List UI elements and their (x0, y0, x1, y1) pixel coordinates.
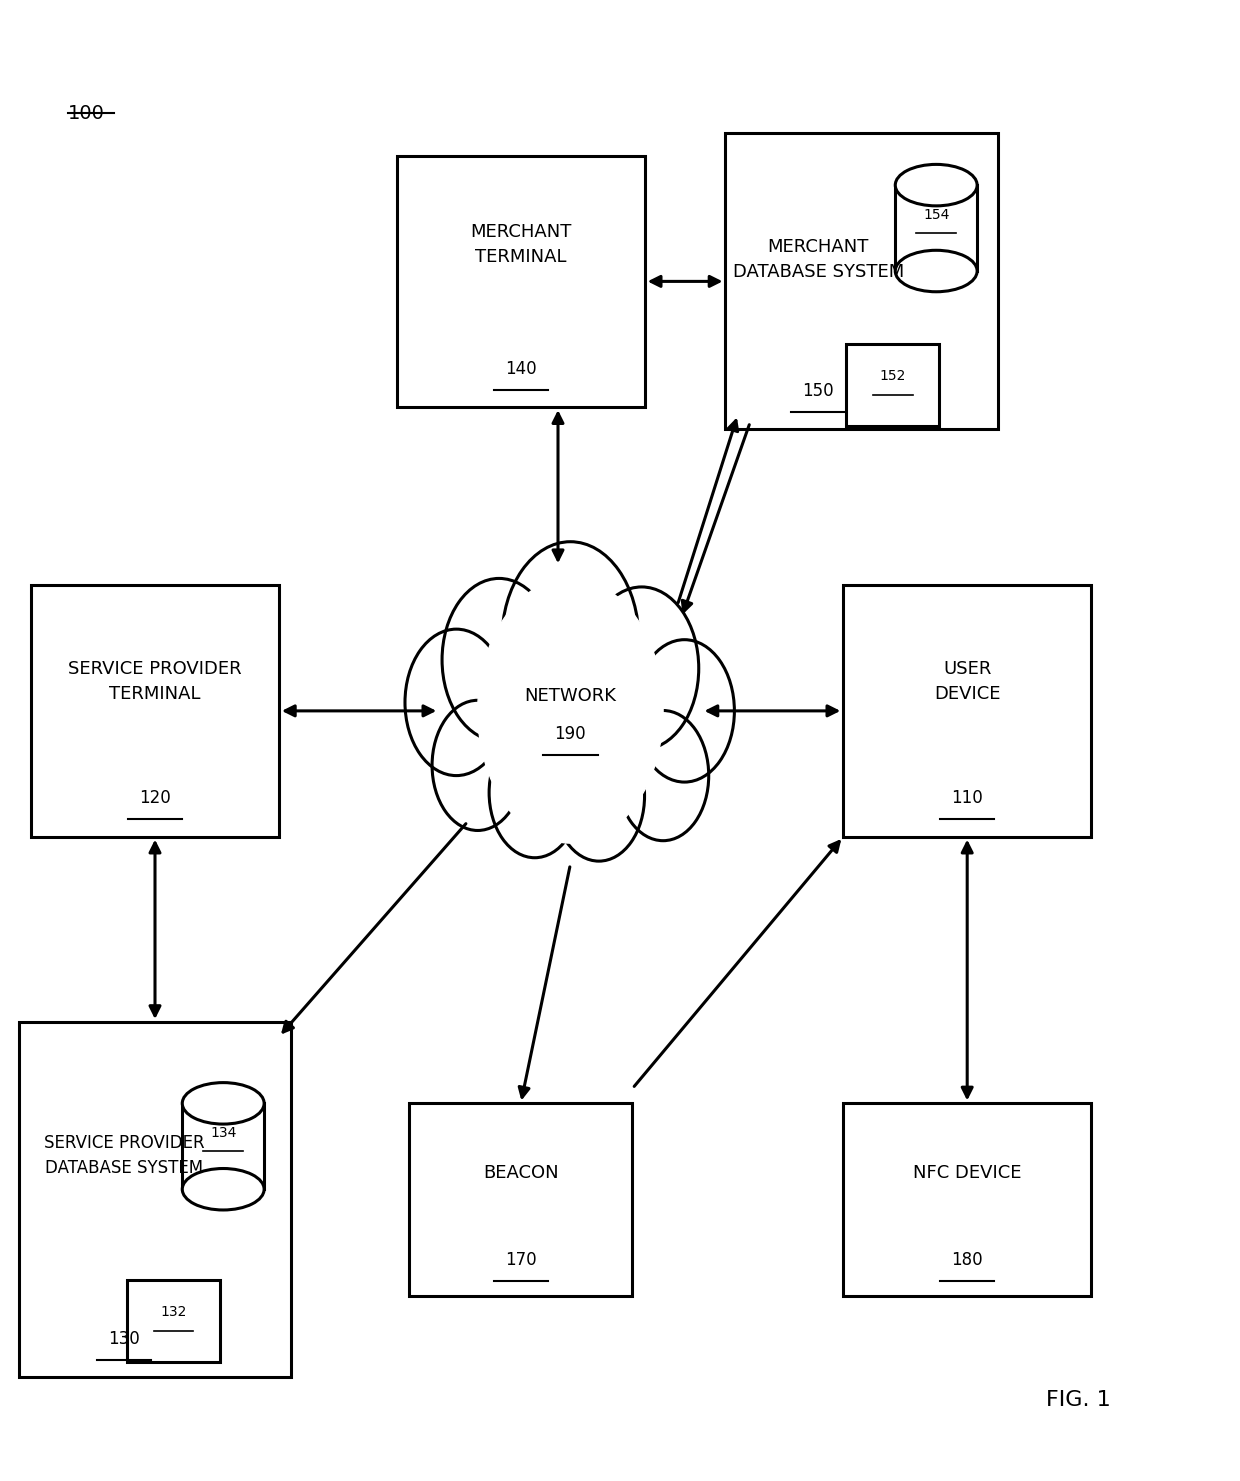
Ellipse shape (405, 629, 507, 776)
Text: 100: 100 (68, 104, 105, 123)
Text: 170: 170 (505, 1251, 537, 1269)
Ellipse shape (477, 579, 663, 843)
Bar (843, 585, 1091, 837)
Text: FIG. 1: FIG. 1 (1047, 1389, 1111, 1410)
Text: USER
DEVICE: USER DEVICE (934, 659, 1001, 703)
Text: 140: 140 (505, 360, 537, 378)
Ellipse shape (553, 732, 645, 860)
Text: 154: 154 (923, 207, 950, 222)
Text: 132: 132 (160, 1305, 187, 1320)
Text: 134: 134 (210, 1126, 237, 1140)
Ellipse shape (585, 586, 699, 749)
Ellipse shape (895, 250, 977, 292)
Text: MERCHANT
DATABASE SYSTEM: MERCHANT DATABASE SYSTEM (733, 237, 904, 281)
Bar (397, 156, 645, 407)
Text: SERVICE PROVIDER
DATABASE SYSTEM: SERVICE PROVIDER DATABASE SYSTEM (43, 1133, 205, 1177)
Text: 150: 150 (802, 382, 835, 400)
Text: BEACON: BEACON (484, 1164, 558, 1182)
Ellipse shape (182, 1083, 264, 1124)
Ellipse shape (441, 579, 556, 740)
Bar (409, 1103, 632, 1296)
Text: 190: 190 (554, 726, 587, 743)
Text: NETWORK: NETWORK (525, 687, 616, 705)
Ellipse shape (895, 164, 977, 206)
Ellipse shape (502, 542, 639, 738)
Bar (182, 1103, 264, 1189)
Ellipse shape (432, 701, 523, 831)
Ellipse shape (182, 1169, 264, 1210)
Bar (19, 1022, 291, 1377)
Bar (895, 185, 977, 271)
Ellipse shape (635, 640, 734, 782)
Bar (725, 133, 998, 429)
Text: 130: 130 (108, 1330, 140, 1348)
Text: 110: 110 (951, 789, 983, 807)
Bar (843, 1103, 1091, 1296)
Ellipse shape (618, 711, 709, 841)
Text: 180: 180 (951, 1251, 983, 1269)
Text: SERVICE PROVIDER
TERMINAL: SERVICE PROVIDER TERMINAL (68, 659, 242, 703)
Text: 152: 152 (879, 369, 906, 384)
Ellipse shape (489, 727, 580, 857)
Text: NFC DEVICE: NFC DEVICE (913, 1164, 1022, 1182)
Bar (31, 585, 279, 837)
Bar (846, 344, 940, 425)
Text: 120: 120 (139, 789, 171, 807)
Text: MERCHANT
TERMINAL: MERCHANT TERMINAL (470, 222, 572, 267)
Bar (128, 1280, 221, 1363)
